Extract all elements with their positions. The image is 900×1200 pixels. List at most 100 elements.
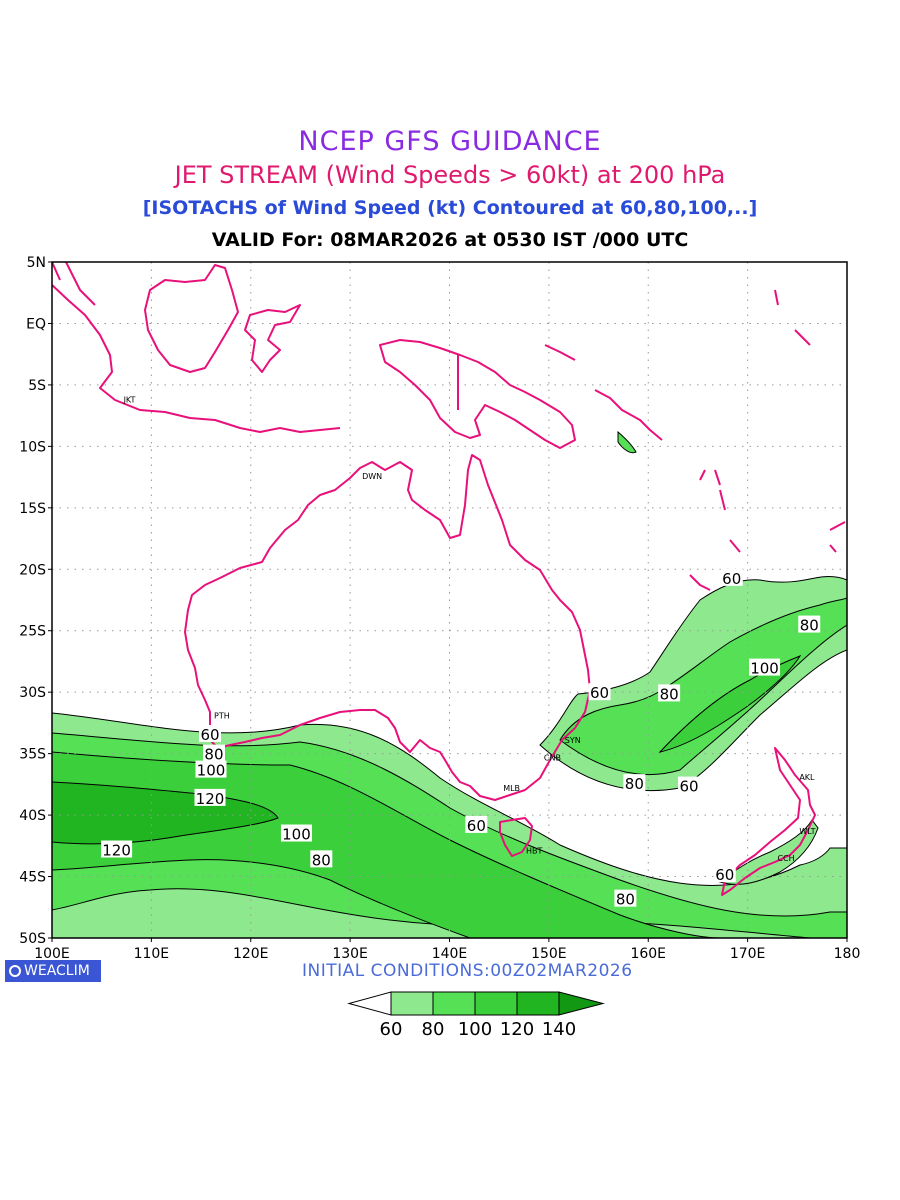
x-tick-label: 110E bbox=[134, 946, 170, 962]
contour-label-bg bbox=[658, 684, 681, 702]
y-tick-label: 5N bbox=[27, 255, 46, 271]
contour-label-text: 60 bbox=[467, 817, 486, 835]
y-tick-label: 5S bbox=[28, 378, 46, 394]
colorbar-label: 120 bbox=[500, 1019, 534, 1040]
x-tick-label: 120E bbox=[233, 946, 269, 962]
contour-label-bg bbox=[798, 615, 821, 633]
contour-label-bg bbox=[614, 889, 637, 907]
contour-label-text: 60 bbox=[679, 778, 698, 796]
colorbar-low-arrow bbox=[347, 991, 392, 1016]
colorbar-label: 80 bbox=[422, 1019, 445, 1040]
contour-label: 120 bbox=[101, 840, 133, 860]
contour-label-text: 80 bbox=[312, 851, 331, 869]
city-label: WLT bbox=[799, 827, 815, 836]
city-label: JKT bbox=[123, 396, 136, 405]
city-label: CCH bbox=[777, 854, 794, 863]
coastline-new-zealand bbox=[721, 747, 816, 896]
contour-label: 60 bbox=[720, 568, 743, 588]
city-label: DWN bbox=[362, 472, 382, 481]
contour-label-text: 80 bbox=[616, 891, 635, 909]
coastline-borneo bbox=[144, 264, 239, 373]
contour-label-text: 100 bbox=[750, 660, 779, 678]
contour-label-text: 100 bbox=[282, 826, 311, 844]
y-tick-label: EQ bbox=[26, 316, 46, 332]
x-tick-label: 150E bbox=[531, 946, 567, 962]
city-label: MLB bbox=[503, 784, 520, 793]
contour-label-bg bbox=[101, 840, 133, 858]
contour-label-text: 120 bbox=[196, 790, 225, 808]
colorbar-label: 60 bbox=[380, 1019, 403, 1040]
contour-label: 80 bbox=[614, 889, 637, 909]
contour-label: 60 bbox=[713, 865, 736, 884]
coastlines bbox=[52, 262, 846, 896]
isotach-60-new-caledonia bbox=[617, 430, 637, 454]
contour-label: 80 bbox=[658, 684, 681, 703]
contour-label: 100 bbox=[749, 658, 781, 678]
city-labels: JKT DWN PTH SYN CNB MLB HBT AKL WLT CCH bbox=[123, 396, 816, 863]
y-tick-label: 45S bbox=[19, 870, 46, 886]
contour-label-bg bbox=[310, 850, 333, 868]
contour-label: 60 bbox=[677, 776, 700, 796]
y-tick-label: 15S bbox=[19, 501, 46, 517]
contour-label: 80 bbox=[798, 615, 821, 635]
x-tick-label: 180 bbox=[834, 946, 861, 962]
contour-label-text: 80 bbox=[660, 685, 679, 703]
colorbar-high-arrow bbox=[558, 991, 605, 1016]
coastline-new-guinea bbox=[379, 339, 576, 449]
contour-label: 80 bbox=[202, 744, 225, 764]
contour-label-text: 120 bbox=[102, 842, 131, 860]
contour-label: 80 bbox=[310, 850, 333, 869]
contour-label-bg bbox=[465, 815, 488, 833]
city-label: SYN bbox=[565, 736, 581, 745]
y-tick-label: 40S bbox=[19, 808, 46, 824]
contour-label-bg bbox=[195, 760, 227, 778]
copyright-icon bbox=[9, 965, 21, 977]
city-label: AKL bbox=[799, 773, 815, 782]
y-tick-label: 25S bbox=[19, 624, 46, 640]
contour-label-bg bbox=[677, 776, 700, 794]
chart-description: [ISOTACHS of Wind Speed (kt) Contoured a… bbox=[142, 197, 758, 219]
x-tick-label: 160E bbox=[630, 946, 666, 962]
contour-label-bg bbox=[713, 865, 736, 883]
contour-label-bg bbox=[202, 744, 225, 762]
coastline-indonesia-west bbox=[52, 262, 341, 433]
x-tick-label: 140E bbox=[432, 946, 468, 962]
coastline-tasmania bbox=[499, 817, 533, 857]
contour-label: 80 bbox=[623, 774, 646, 793]
coastline-australia bbox=[184, 454, 591, 801]
contour-label-text: 60 bbox=[590, 684, 609, 702]
x-tick-label: 130E bbox=[332, 946, 368, 962]
coastline-pacific-islands bbox=[774, 289, 846, 553]
chart-subtitle: JET STREAM (Wind Speeds > 60kt) at 200 h… bbox=[174, 161, 726, 189]
contour-label-text: 80 bbox=[800, 617, 819, 635]
colorbar-segment bbox=[432, 991, 476, 1016]
contour-label-text: 60 bbox=[722, 570, 741, 588]
contour-label: 60 bbox=[199, 724, 222, 744]
isotach-60-nz bbox=[718, 819, 819, 885]
city-label: HBT bbox=[526, 847, 543, 856]
contour-label-bg bbox=[749, 658, 781, 676]
contour-label-bg bbox=[588, 683, 611, 701]
contour-label-text: 80 bbox=[625, 775, 644, 793]
isotach-100-east bbox=[658, 654, 802, 753]
y-tick-label: 35S bbox=[19, 747, 46, 763]
initial-conditions: INITIAL CONDITIONS:00Z02MAR2026 bbox=[302, 961, 633, 981]
coastline-islands-east bbox=[544, 344, 741, 591]
contour-label: 100 bbox=[280, 824, 312, 844]
y-tick-label: 10S bbox=[19, 439, 46, 455]
city-label: CNB bbox=[544, 753, 561, 762]
chart-title: NCEP GFS GUIDANCE bbox=[298, 126, 602, 157]
valid-time: VALID For: 08MAR2026 at 0530 IST /000 UT… bbox=[211, 229, 689, 251]
colorbar-label: 140 bbox=[542, 1019, 576, 1040]
y-tick-label: 20S bbox=[19, 562, 46, 578]
contour-label-text: 60 bbox=[200, 726, 219, 744]
contour-label: 60 bbox=[588, 683, 611, 702]
colorbar-legend: 60 80 100 120 140 bbox=[347, 991, 605, 1040]
contour-label-bg bbox=[720, 568, 743, 586]
contour-label-bg bbox=[194, 788, 226, 806]
city-label: PTH bbox=[214, 712, 230, 721]
x-tick-label: 170E bbox=[730, 946, 766, 962]
contour-label-bg bbox=[199, 724, 222, 742]
map-grid bbox=[52, 262, 847, 938]
